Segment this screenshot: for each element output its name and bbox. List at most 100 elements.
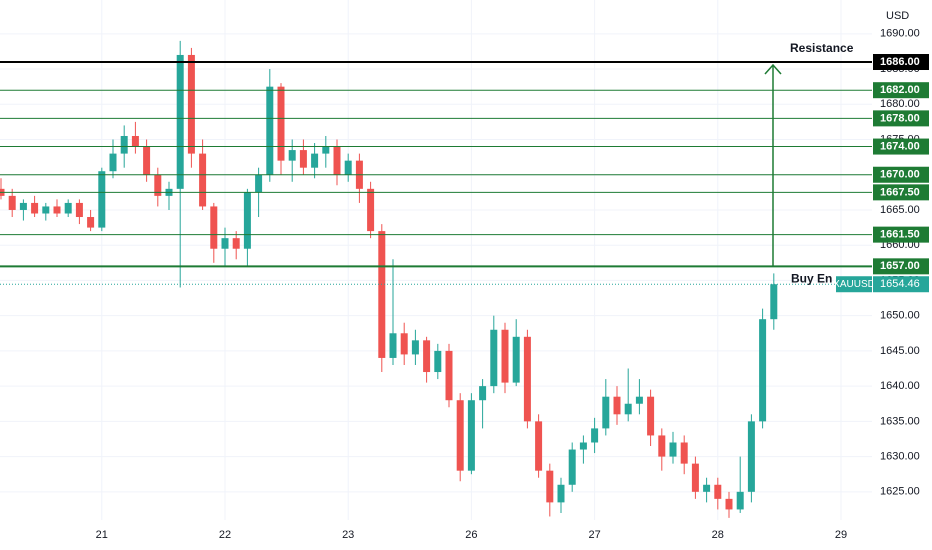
candle-body: [322, 146, 330, 154]
candle-body: [523, 336, 531, 422]
candle-body: [288, 150, 296, 161]
candle-body: [434, 350, 442, 373]
candle-body: [490, 329, 498, 387]
candle-body: [154, 174, 162, 196]
level-box: [873, 184, 929, 201]
level-label: 1678.00: [880, 112, 920, 124]
candle-body: [423, 340, 431, 373]
candle-body: [176, 54, 184, 189]
level-box: [873, 110, 929, 127]
candle-body: [669, 442, 677, 457]
candle-body: [344, 160, 352, 175]
candle-body: [19, 202, 27, 210]
price-label: 1654.46: [880, 278, 920, 290]
candle-body: [557, 484, 565, 503]
candle-body: [221, 238, 229, 249]
candle-body: [367, 188, 375, 232]
level-box: [873, 166, 929, 183]
candle-body: [456, 400, 464, 471]
level-box: [873, 54, 929, 71]
symbol-label: XAUUSD: [833, 279, 875, 290]
candle-body: [210, 206, 218, 249]
candle-body: [75, 202, 83, 218]
x-tick-label: 21: [96, 529, 108, 541]
level-box: [873, 82, 929, 99]
candle-body: [8, 195, 16, 210]
symbol-box: [836, 276, 872, 293]
level-label: 1674.00: [880, 140, 920, 152]
level-label: 1670.00: [880, 169, 920, 181]
candle-body: [98, 171, 106, 228]
candle-body: [714, 484, 722, 499]
candle-body: [568, 449, 576, 485]
candle-body: [512, 336, 520, 383]
candle-body: [736, 491, 744, 510]
candle-body: [613, 396, 621, 415]
candle-body: [64, 202, 72, 214]
x-tick-label: 23: [342, 529, 354, 541]
annotation: Resistance: [790, 41, 854, 55]
y-tick-label: 1635.00: [880, 415, 920, 427]
candle-body: [770, 284, 778, 320]
x-tick-label: 27: [588, 529, 600, 541]
candle-body: [535, 421, 543, 471]
candle-body: [143, 146, 151, 175]
candle-body: [725, 498, 733, 510]
y-tick-label: 1680.00: [880, 98, 920, 110]
candle-body: [389, 333, 397, 358]
x-tick-label: 28: [712, 529, 724, 541]
level-box: [873, 258, 929, 275]
y-tick-label: 1690.00: [880, 28, 920, 40]
candle-body: [479, 386, 487, 401]
x-tick-label: 22: [219, 529, 231, 541]
candle-body: [199, 153, 207, 207]
y-tick-label: 1645.00: [880, 345, 920, 357]
target-arrow-head: [764, 63, 782, 75]
candle-body: [400, 333, 408, 355]
candle-body: [658, 435, 666, 457]
candle-body: [277, 86, 285, 161]
candle-body: [579, 442, 587, 450]
candle-body: [747, 421, 755, 492]
candle-body: [378, 231, 386, 358]
candle-body: [647, 396, 655, 436]
y-tick-label: 1650.00: [880, 310, 920, 322]
level-label: 1657.00: [880, 260, 920, 272]
candle-body: [42, 206, 50, 214]
candle-body: [232, 238, 240, 249]
price-box: [873, 276, 929, 293]
candle-body: [53, 206, 61, 214]
candle-body: [501, 329, 509, 383]
candle-body: [546, 470, 554, 503]
candle-body: [187, 54, 195, 154]
candle-body: [624, 403, 632, 415]
candle-body: [333, 146, 341, 175]
candle-body: [411, 340, 419, 355]
x-tick-label: 29: [835, 529, 847, 541]
candle-body: [759, 319, 767, 422]
y-tick-label: 1665.00: [880, 204, 920, 216]
annotation: Buy En: [791, 272, 832, 286]
candle-body: [255, 174, 263, 193]
candle-body: [602, 396, 610, 429]
candle-body: [591, 428, 599, 443]
candle-body: [467, 400, 475, 471]
level-label: 1686.00: [880, 56, 920, 68]
level-label: 1682.00: [880, 84, 920, 96]
candle-body: [703, 484, 711, 492]
y-tick-label: 1640.00: [880, 380, 920, 392]
currency-label: USD: [886, 10, 909, 22]
candle-body: [31, 202, 39, 214]
candle-body: [243, 192, 251, 249]
candle-body: [445, 350, 453, 401]
level-box: [873, 138, 929, 155]
level-label: 1661.50: [880, 229, 920, 241]
candle-body: [109, 153, 117, 172]
level-box: [873, 226, 929, 243]
candle-body: [680, 442, 688, 464]
y-tick-label: 1625.00: [880, 486, 920, 498]
level-label: 1667.50: [880, 186, 920, 198]
candle-body: [131, 135, 139, 147]
